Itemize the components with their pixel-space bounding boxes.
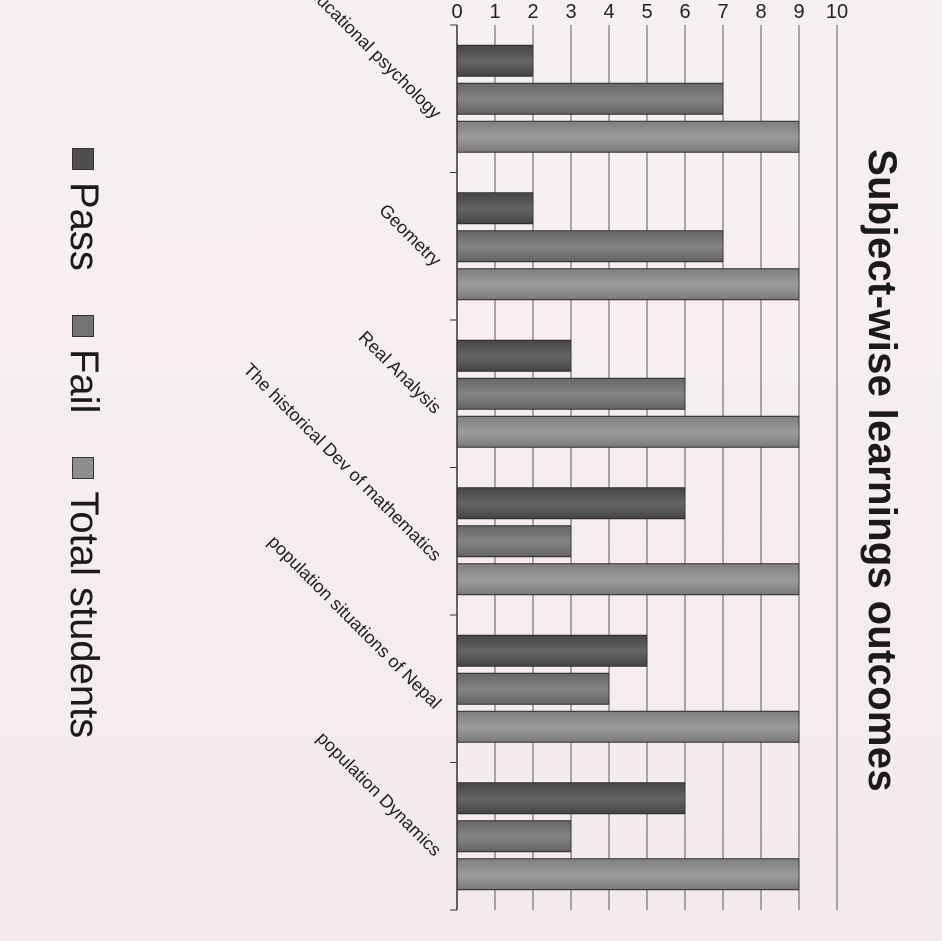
- legend-label: Total students: [62, 491, 106, 739]
- x-axis-category-labels: Educational psychology Geometry Real Analy…: [239, 0, 445, 860]
- legend-swatch: [72, 457, 95, 480]
- legend-swatch: [72, 148, 95, 170]
- bar-shading: [457, 45, 533, 77]
- y-tick-label: 1: [489, 1, 500, 23]
- legend-swatch: [72, 314, 95, 337]
- x-category-label: Geometry: [375, 200, 445, 270]
- y-tick-label: 5: [641, 1, 652, 23]
- x-category-label: population situations of Nepal: [264, 531, 445, 712]
- x-category-label: population Dynamics: [313, 728, 445, 860]
- gridlines: [494, 25, 838, 910]
- axes: [450, 24, 458, 911]
- legend-item: Pass: [61, 148, 106, 271]
- bar-shading: [457, 378, 685, 410]
- bar-shading: [457, 340, 571, 372]
- legend: Pass Fail Total students: [61, 148, 106, 738]
- bar-shading: [457, 230, 723, 262]
- bar-shading: [457, 121, 799, 153]
- bar-shading: [457, 635, 647, 667]
- y-tick-label: 6: [679, 1, 690, 23]
- bar-shading: [457, 858, 799, 890]
- bar-shading: [457, 525, 571, 557]
- bar-shading: [457, 487, 685, 519]
- bars: [456, 44, 800, 891]
- bar-shading: [457, 711, 799, 743]
- bar-shading: [457, 563, 799, 595]
- y-tick-label: 7: [717, 1, 728, 23]
- legend-label: Fail: [62, 348, 106, 414]
- y-tick-label: 3: [565, 1, 576, 23]
- y-tick-label: 8: [755, 1, 766, 23]
- bar-shading: [457, 820, 571, 852]
- y-tick-label: 9: [793, 1, 804, 23]
- bar-shading: [457, 192, 533, 224]
- bar-shading: [457, 83, 723, 115]
- y-tick-label: 10: [826, 1, 848, 23]
- legend-item: Total students: [61, 457, 106, 738]
- y-tick-label: 2: [527, 1, 538, 23]
- bar-shading: [457, 782, 685, 814]
- y-tick-label: 4: [603, 1, 614, 23]
- bar-shading: [457, 673, 609, 705]
- x-category-label: Real Analysis: [355, 327, 446, 418]
- legend-item: Fail: [61, 314, 106, 414]
- legend-label: Pass: [62, 182, 106, 271]
- bar-shading: [457, 268, 799, 300]
- y-axis-tick-labels: 0 1 2 3 4 5 6 7 8 9 10: [451, 1, 848, 23]
- x-category-label: Educational psychology: [297, 0, 445, 123]
- bar-shading: [457, 416, 799, 448]
- y-tick-label: 0: [451, 1, 462, 23]
